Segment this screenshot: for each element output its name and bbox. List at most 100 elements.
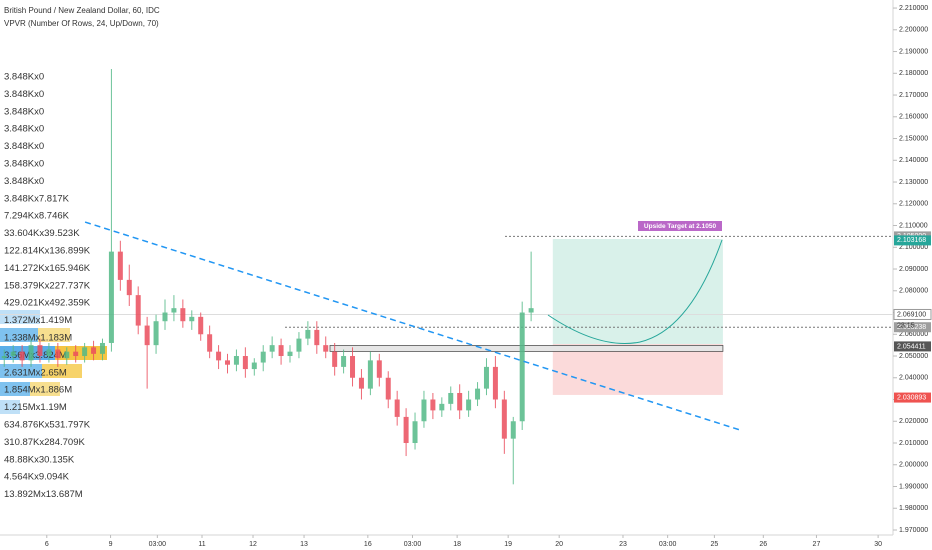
candle-body	[528, 308, 534, 313]
y-tick-label: 2.170000	[899, 92, 928, 99]
x-tick-label: 30	[874, 541, 882, 548]
candle-body	[403, 416, 409, 444]
candle-body	[332, 351, 338, 367]
candle	[46, 342, 52, 363]
y-tick-label: 2.090000	[899, 266, 928, 273]
candle-body	[162, 312, 168, 322]
candle	[287, 345, 293, 363]
y-tick-label: 2.130000	[899, 179, 928, 186]
candle-body	[448, 392, 454, 404]
candle	[216, 345, 222, 370]
trendline	[84, 221, 741, 431]
vpvr-label: 4.564Kx9.094K	[4, 472, 70, 483]
candle	[91, 340, 97, 361]
x-tick-label: 25	[711, 541, 719, 548]
candle-body	[1, 356, 7, 359]
candle	[323, 336, 329, 359]
vp-bar	[30, 382, 60, 396]
x-tick-label: 18	[453, 541, 461, 548]
candle-body	[430, 399, 436, 411]
candle	[269, 336, 275, 359]
candle	[358, 369, 364, 400]
y-tick-label: 2.020000	[899, 418, 928, 425]
x-tick-label: 27	[813, 541, 821, 548]
price-tag-label: 2.054411	[897, 343, 926, 350]
candle-body	[82, 347, 88, 357]
y-tick-label: 2.210000	[899, 5, 928, 12]
candle	[475, 382, 481, 407]
candle-body	[457, 392, 463, 411]
candle-body	[305, 329, 311, 339]
candle-body	[153, 321, 159, 346]
x-tick-label: 03:00	[404, 541, 422, 548]
candle	[332, 342, 338, 376]
candle-body	[278, 345, 284, 357]
vpvr-label: 1.372Mx1.419M	[4, 315, 72, 326]
vpvr-label: 141.272Kx165.946K	[4, 263, 91, 274]
candle	[117, 240, 123, 291]
candle	[483, 358, 489, 396]
candle	[153, 314, 159, 354]
candle	[430, 392, 436, 420]
vpvr-label: 3.848Kx0	[4, 124, 44, 135]
candle	[82, 342, 88, 363]
y-tick-label: 2.040000	[899, 375, 928, 382]
candle-body	[296, 338, 302, 352]
candle	[385, 371, 391, 409]
candle-body	[483, 366, 489, 389]
candle-body	[287, 351, 293, 357]
candle-body	[189, 316, 195, 322]
candle	[73, 345, 79, 363]
x-tick-label: 03:00	[659, 541, 677, 548]
candle	[403, 408, 409, 457]
candle-body	[260, 351, 266, 363]
candle-body	[242, 356, 248, 370]
candle	[394, 390, 400, 426]
candle-body	[466, 399, 472, 411]
vp-bar	[0, 310, 40, 324]
candle	[501, 390, 507, 454]
candle	[439, 397, 445, 417]
vpvr-label: 310.87Kx284.709K	[4, 437, 85, 448]
x-tick-label: 19	[504, 541, 512, 548]
candle	[278, 338, 284, 365]
y-tick-label: 2.150000	[899, 135, 928, 142]
candle	[55, 342, 61, 367]
x-tick-label: 12	[249, 541, 257, 548]
vp-bar	[0, 328, 38, 342]
price-tag	[894, 235, 931, 246]
vp-bar	[0, 400, 20, 414]
vpvr-label: 1.854Mx1.886M	[4, 385, 72, 396]
y-tick-label: 2.190000	[899, 48, 928, 55]
vpvr-label: 3.848Kx0	[4, 159, 44, 170]
candle	[242, 347, 248, 378]
candle-body	[421, 399, 427, 422]
vp-bar	[0, 382, 30, 396]
candle	[37, 338, 43, 363]
x-tick-label: 03:00	[149, 541, 167, 548]
candle-body	[216, 351, 222, 361]
vpvr-label: 3.848Kx0	[4, 89, 44, 100]
x-tick-label: 23	[619, 541, 627, 548]
vpvr-label: 3.848Kx0	[4, 141, 44, 152]
y-tick-label: 2.110000	[899, 222, 928, 229]
candle	[296, 332, 302, 359]
candle-body	[233, 356, 239, 365]
candle-body	[171, 308, 177, 313]
candle	[510, 416, 516, 485]
candle-body	[394, 399, 400, 417]
candle	[260, 345, 266, 372]
candle	[198, 312, 204, 341]
candle	[10, 345, 16, 363]
y-tick-label: 2.140000	[899, 157, 928, 164]
candle	[126, 264, 132, 306]
y-tick-label: 2.100000	[899, 244, 928, 251]
candle	[314, 321, 320, 354]
candle-body	[510, 421, 516, 439]
y-tick-label: 1.980000	[899, 505, 928, 512]
annotation-text: Upside Target at 2.1050	[644, 223, 717, 230]
vpvr-label: 634.876Kx531.797K	[4, 420, 91, 431]
candle	[350, 347, 356, 387]
vpvr-label: 13.892Mx13.687M	[4, 489, 83, 500]
